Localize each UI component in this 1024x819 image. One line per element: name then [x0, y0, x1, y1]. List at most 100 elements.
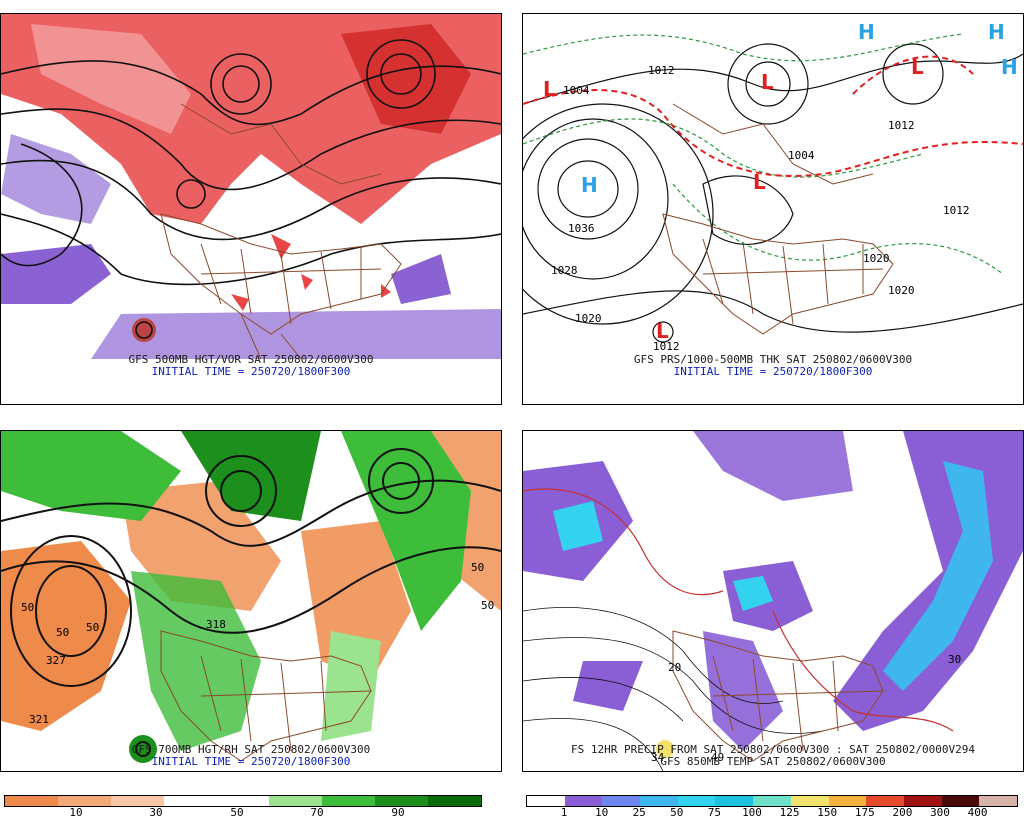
colorbar-tick-label: 70: [310, 806, 324, 819]
geo-boundaries: [160, 630, 372, 762]
colorbar-tick-label: 300: [930, 806, 950, 819]
high-pressure-icon: H: [581, 173, 598, 197]
colorbar-tick-label: 90: [391, 806, 405, 819]
svg-text:321: 321: [29, 713, 49, 726]
map-precip: 30 49 20 34: [523, 431, 1023, 771]
colorbar-swatch: [375, 796, 429, 806]
rh-fill: [1, 431, 501, 771]
colorbar-tick-label: 200: [892, 806, 913, 819]
svg-text:1004: 1004: [788, 149, 815, 162]
freezing-contours: [523, 488, 954, 732]
colorbar-tick-label: 175: [854, 806, 875, 819]
colorbar-swatch: [602, 796, 641, 806]
colorbar-swatch: [903, 796, 942, 806]
map-500mb: [1, 14, 501, 360]
colorbar-tick-label: 100: [742, 806, 762, 819]
colorbar-swatch: [753, 796, 791, 806]
svg-text:1012: 1012: [648, 64, 675, 77]
thickness-green: [523, 33, 1004, 275]
low-pressure-icon: L: [656, 319, 669, 343]
geo-boundaries: [662, 103, 894, 335]
svg-text:1012: 1012: [888, 119, 915, 132]
colorbar-swatch: [564, 796, 603, 806]
colorbar-swatch: [269, 796, 323, 806]
svg-text:50: 50: [21, 601, 34, 614]
svg-text:50: 50: [481, 599, 494, 612]
colorbar-tick-label: 1: [560, 806, 568, 819]
svg-text:50: 50: [471, 561, 484, 574]
colorbar-swatch: [790, 796, 829, 806]
panel-caption: FS 12HR PRECIP FROM SAT 250802/0600V300 …: [571, 743, 975, 756]
colorbar-swatch: [979, 796, 1017, 806]
panel-700mb-rh: 50 50 50 327 321 318 50 50 GFS 700MB HGT…: [0, 430, 502, 772]
svg-text:1012: 1012: [943, 204, 970, 217]
low-pressure-icon: L: [543, 77, 556, 101]
svg-text:318: 318: [206, 618, 226, 631]
high-pressure-icon: H: [1001, 55, 1018, 79]
colorbar-tick-label: 50: [670, 806, 684, 819]
height-contours: [1, 39, 501, 339]
panel-500mb-vorticity: GFS 500MB HGT/VOR SAT 250802/0600V300 IN…: [0, 13, 502, 405]
pressure-centers: H H H H L L L L L: [543, 20, 1018, 343]
geo-boundaries: [672, 630, 884, 762]
low-pressure-icon: L: [753, 170, 766, 194]
temp-labels: 30 49 20 34: [651, 653, 961, 764]
colorbar-swatch: [322, 796, 376, 806]
svg-text:50: 50: [86, 621, 99, 634]
colorbar-swatch: [640, 796, 678, 806]
colorbar-tick-label: 150: [817, 806, 838, 819]
colorbar-swatch: [866, 796, 904, 806]
isobar-labels: 1004 1012 1012 1036 1028 1020 1020 1020 …: [551, 64, 970, 353]
svg-text:49: 49: [711, 751, 724, 764]
panel-initial-time: INITIAL TIME = 250720/1800F300: [673, 365, 873, 378]
rh-colorbar: [4, 795, 482, 807]
colorbar-tick-label: 30: [149, 806, 163, 819]
colorbar-swatch: [428, 796, 482, 806]
high-pressure-icon: H: [988, 20, 1005, 44]
height-contours: [1, 448, 501, 757]
panel-caption: GFS PRS/1000-500MB THK SAT 250802/0600V3…: [633, 353, 913, 366]
svg-text:1020: 1020: [863, 252, 890, 265]
svg-text:1020: 1020: [888, 284, 915, 297]
colorbar-swatch: [110, 796, 164, 806]
vorticity-red-fill: [1, 14, 501, 311]
isobars: [523, 43, 1023, 343]
colorbar-swatch: [216, 796, 270, 806]
precip-colorbar-ticks: 1 10 25 50 75 100 125 150 175 200 300 400: [526, 806, 1016, 819]
low-pressure-icon: L: [911, 55, 924, 79]
colorbar-tick-label: 25: [632, 806, 646, 819]
precip-fill: [523, 431, 1023, 758]
svg-text:30: 30: [948, 653, 961, 666]
map-700mb: 50 50 50 327 321 318 50 50: [1, 431, 501, 771]
colorbar-swatch: [527, 796, 565, 806]
colorbar-swatch: [941, 796, 980, 806]
high-pressure-icon: H: [858, 20, 875, 44]
panel-caption: GFS 700MB HGT/RH SAT 250802/0600V300: [131, 743, 371, 756]
rh-colorbar-ticks: 10 30 50 70 90: [4, 806, 480, 819]
colorbar-tick-label: 75: [707, 806, 722, 819]
panel-initial-time: INITIAL TIME = 250720/1800F300: [151, 755, 351, 768]
svg-text:34: 34: [651, 751, 665, 764]
svg-text:50: 50: [56, 626, 69, 639]
map-sfc-pressure: H H H H L L L L L 1004 1012 1012 1036 10…: [523, 20, 1023, 353]
low-pressure-icon: L: [761, 70, 774, 94]
colorbar-tick-label: 10: [594, 806, 609, 819]
svg-text:1028: 1028: [551, 264, 578, 277]
precip-colorbar: [526, 795, 1018, 807]
colorbar-tick-label: 125: [779, 806, 800, 819]
svg-text:1012: 1012: [653, 340, 680, 353]
panel-precip-850mb-temp: 30 49 20 34 FS 12HR PRECIP FROM SAT 2508…: [522, 430, 1024, 772]
colorbar-swatch: [5, 796, 58, 806]
contour-labels: 50 50 50 327 321 318 50 50: [21, 561, 494, 726]
geo-boundaries: [160, 103, 402, 360]
colorbar-swatch: [57, 796, 111, 806]
thickness-red: [523, 55, 1023, 177]
svg-text:20: 20: [668, 661, 681, 674]
colorbar-tick-label: 10: [69, 806, 83, 819]
svg-text:1020: 1020: [575, 312, 602, 325]
colorbar-swatch: [715, 796, 754, 806]
temp-contours: [523, 607, 824, 771]
colorbar-tick-label: 50: [230, 806, 244, 819]
panel-initial-time: GFS 850MB TEMP SAT 250802/0600V300: [660, 755, 886, 768]
svg-text:1036: 1036: [568, 222, 595, 235]
